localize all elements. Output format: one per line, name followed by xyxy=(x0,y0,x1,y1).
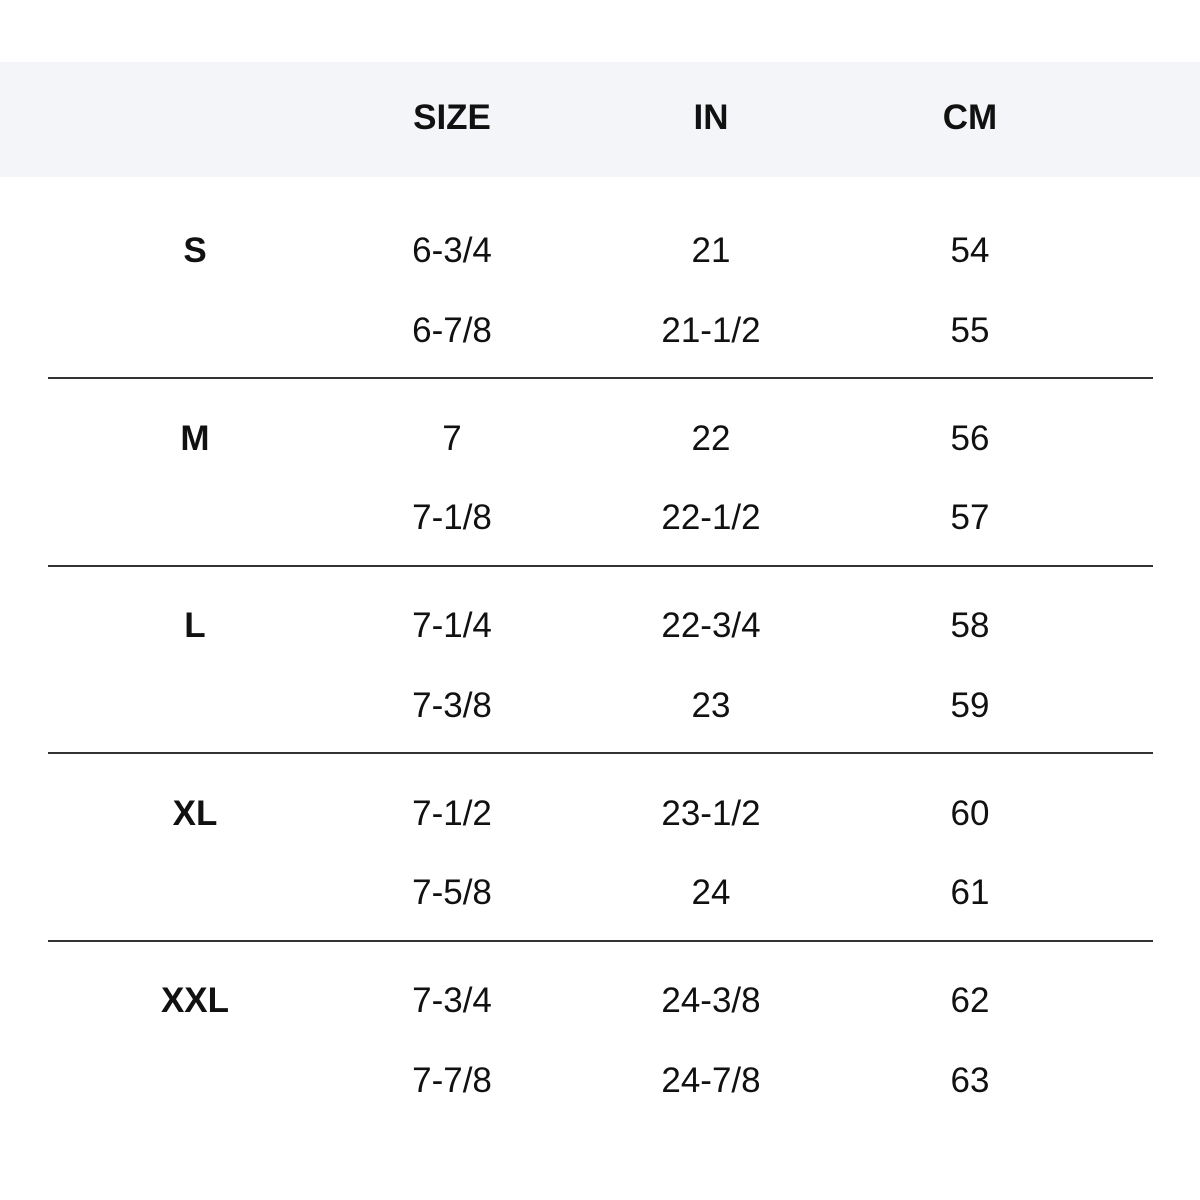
header-cell: CM xyxy=(942,98,998,137)
value-cell: 54 xyxy=(950,231,990,270)
value-cell: 7-1/4 xyxy=(412,606,492,645)
value-cell: 23 xyxy=(691,685,731,725)
value-cell: 7-5/8 xyxy=(412,873,492,912)
row-separator xyxy=(48,564,1153,567)
value-cell: 22 xyxy=(691,418,731,458)
size-label: S xyxy=(183,231,207,270)
value-cell: 63 xyxy=(950,1060,990,1100)
value-cell: 62 xyxy=(950,981,990,1020)
size-label: M xyxy=(180,418,210,458)
value-cell: 57 xyxy=(950,498,990,537)
row-separator xyxy=(48,939,1153,942)
header-cell: IN xyxy=(693,98,729,137)
value-cell: 23-1/2 xyxy=(661,793,761,833)
header-cell: SIZE xyxy=(413,98,491,137)
value-cell: 7-3/8 xyxy=(412,685,492,725)
size-label: XXL xyxy=(160,981,230,1020)
value-cell: 56 xyxy=(950,418,990,458)
value-cell: 22-1/2 xyxy=(661,498,761,537)
value-cell: 58 xyxy=(950,606,990,645)
value-cell: 7-1/8 xyxy=(412,498,492,537)
size-label: L xyxy=(184,606,206,645)
value-cell: 7-7/8 xyxy=(412,1060,492,1100)
header-band xyxy=(0,62,1200,177)
value-cell: 55 xyxy=(950,310,990,350)
value-cell: 7-3/4 xyxy=(412,981,492,1020)
row-separator xyxy=(48,377,1153,379)
value-cell: 59 xyxy=(950,685,990,725)
value-cell: 22-3/4 xyxy=(661,606,761,645)
value-cell: 7-1/2 xyxy=(412,793,492,833)
value-cell: 24 xyxy=(691,873,731,912)
value-cell: 21 xyxy=(691,231,731,270)
value-cell: 6-3/4 xyxy=(412,231,492,270)
value-cell: 61 xyxy=(950,873,990,912)
value-cell: 7 xyxy=(442,418,462,458)
value-cell: 6-7/8 xyxy=(412,310,492,350)
size-label: XL xyxy=(172,793,218,833)
row-separator xyxy=(48,752,1153,754)
value-cell: 24-3/8 xyxy=(661,981,761,1020)
value-cell: 24-7/8 xyxy=(661,1060,761,1100)
value-cell: 21-1/2 xyxy=(661,310,761,350)
value-cell: 60 xyxy=(950,793,990,833)
